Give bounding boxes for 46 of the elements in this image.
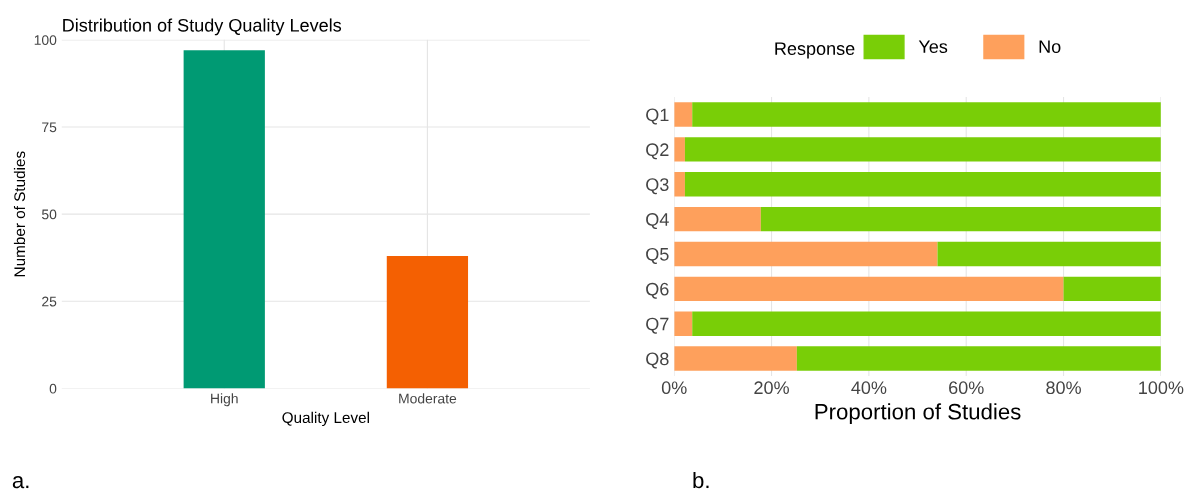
x-axis-title: Quality Level (282, 411, 369, 427)
chart-title: Distribution of Study Quality Levels (63, 18, 342, 36)
bar (684, 172, 1161, 197)
legend-label: No (1039, 40, 1061, 54)
y-tick-label: Q7 (646, 317, 669, 334)
x-tick-label: 80% (1046, 381, 1081, 395)
bar (674, 206, 761, 232)
legend-title: Response (775, 42, 855, 59)
bar (692, 102, 1161, 127)
y-axis-title: Number of Studies (13, 151, 26, 277)
bar (692, 311, 1161, 336)
y-tick-label: 50 (41, 209, 57, 220)
bar (674, 102, 693, 127)
bar (674, 311, 693, 336)
bar (674, 137, 685, 162)
bar (674, 346, 797, 371)
text: b. (693, 471, 709, 489)
x-tick-label: 0% (661, 381, 687, 395)
y-tick-label: 0 (49, 383, 57, 394)
x-axis-title: Proportion of Studies (815, 403, 1021, 424)
y-tick-label: Q6 (646, 282, 669, 299)
y-tick-label: Q8 (646, 352, 669, 369)
y-tick-label: Q4 (646, 213, 669, 230)
bar (684, 137, 1161, 162)
x-tick-label: 60% (949, 381, 984, 395)
bar (937, 241, 1161, 267)
x-tick-label: High (211, 393, 238, 407)
x-tick-label: 20% (754, 381, 789, 395)
y-tick-label: Q5 (646, 247, 669, 264)
bar (1063, 276, 1161, 302)
text: a. (12, 476, 29, 489)
legend-label: Yes (918, 40, 948, 54)
y-tick-label: Q3 (646, 178, 669, 195)
y-tick-label: 100 (34, 35, 57, 46)
x-tick-label: Moderate (399, 393, 457, 404)
bar (760, 206, 1161, 232)
bar (674, 172, 685, 197)
y-tick-label: 75 (42, 122, 57, 133)
bar (674, 241, 938, 267)
y-tick-label: Q2 (646, 143, 669, 160)
bar (796, 346, 1161, 371)
y-tick-label: 25 (42, 296, 57, 307)
bar (674, 276, 1064, 302)
x-tick-label: 100% (1139, 381, 1184, 395)
x-tick-label: 40% (851, 381, 887, 395)
y-tick-label: Q1 (646, 108, 669, 125)
